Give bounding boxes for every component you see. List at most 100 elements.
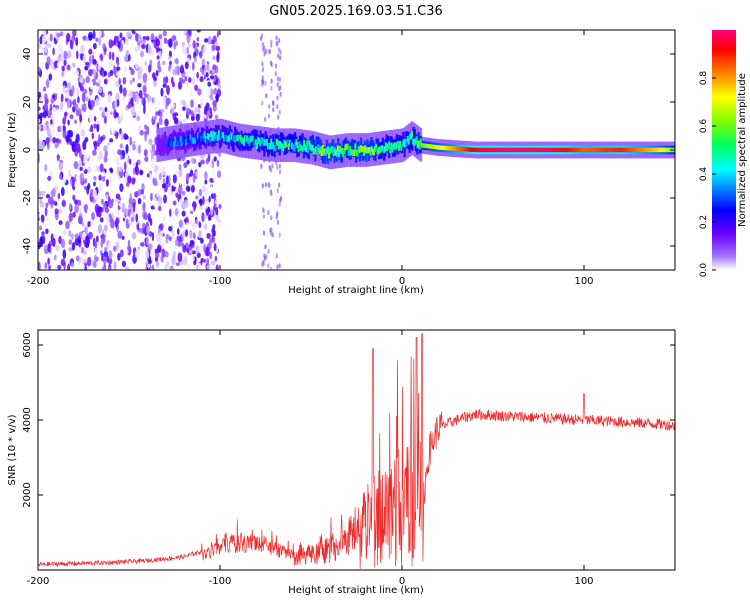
noise-blob	[57, 138, 62, 144]
noise-blob	[115, 217, 120, 225]
noise-blob	[267, 113, 271, 119]
ridge-core	[242, 139, 245, 146]
noise-blob	[215, 93, 219, 103]
noise-blob	[264, 116, 267, 122]
noise-blob	[137, 144, 141, 154]
ridge-core	[548, 147, 551, 153]
noise-blob	[121, 235, 125, 241]
ridge-core	[668, 147, 671, 153]
ridge-core	[248, 140, 251, 147]
noise-blob	[84, 250, 87, 256]
noise-blob	[155, 69, 159, 77]
noise-blob	[199, 198, 203, 207]
ridge-core	[351, 149, 353, 156]
noise-blob	[45, 137, 51, 144]
noise-blob	[148, 64, 152, 73]
noise-blob	[279, 49, 282, 55]
noise-blob	[172, 200, 177, 206]
noise-blob	[75, 133, 80, 144]
ridge-core	[474, 147, 477, 153]
noise-blob	[77, 199, 82, 207]
ridge-core	[626, 147, 629, 153]
ridge-core	[210, 131, 213, 138]
noise-blob	[194, 84, 199, 92]
ridge-core	[486, 147, 489, 153]
noise-blob	[119, 84, 123, 94]
ridge-core	[179, 135, 182, 142]
noise-blob	[261, 67, 264, 72]
y-tick-label: 40	[22, 48, 33, 61]
noise-blob	[45, 202, 49, 208]
noise-blob	[194, 55, 197, 63]
noise-blob	[206, 264, 211, 270]
ridge-core	[382, 147, 385, 154]
noise-blob	[119, 154, 123, 161]
noise-blob	[203, 109, 208, 115]
y-tick-label: 20	[22, 96, 33, 109]
noise-blob	[119, 32, 123, 39]
noise-blob	[213, 242, 217, 252]
ridge-core	[246, 135, 249, 142]
noise-blob	[182, 230, 186, 239]
ridge-core	[453, 146, 456, 151]
ridge-core	[491, 147, 494, 153]
noise-blob	[186, 222, 189, 231]
noise-blob	[171, 76, 174, 85]
ridge-core	[218, 134, 221, 141]
spectrogram-y-ticks: -40 -20 0 20 40	[22, 48, 675, 254]
ridge-core	[461, 147, 464, 152]
ridge-core	[355, 149, 358, 156]
ridge-core	[560, 147, 563, 153]
ridge-core	[464, 147, 467, 152]
noise-blob	[166, 98, 170, 107]
noise-blob	[278, 109, 281, 115]
noise-blob	[94, 241, 98, 248]
ridge-core	[408, 134, 411, 141]
noise-blob	[64, 111, 68, 117]
noise-blob	[168, 225, 173, 232]
noise-blob	[56, 61, 60, 69]
noise-blob	[98, 87, 103, 94]
noise-blob	[74, 233, 79, 239]
ridge-core	[287, 143, 290, 150]
noise-blob	[74, 199, 78, 205]
noise-blob	[61, 65, 65, 72]
ridge-core	[233, 135, 236, 142]
noise-blob	[66, 82, 71, 90]
noise-blob	[199, 50, 203, 59]
noise-blob	[102, 43, 106, 50]
ridge-core	[232, 134, 234, 141]
noise-blob	[38, 261, 41, 270]
noise-blob	[40, 214, 45, 223]
noise-blob	[103, 154, 108, 163]
noise-blob	[191, 61, 195, 71]
noise-blob	[88, 231, 93, 240]
noise-blob	[107, 257, 113, 265]
ridge-core	[269, 143, 272, 150]
noise-blob	[178, 219, 184, 229]
noise-blob	[132, 143, 136, 151]
ridge-core	[311, 144, 314, 151]
noise-blob	[90, 99, 95, 108]
noise-blob	[264, 80, 267, 86]
noise-blob	[199, 76, 204, 83]
noise-blob	[142, 195, 146, 200]
ridge-core	[550, 147, 553, 153]
noise-blob	[161, 166, 166, 176]
noise-blob	[215, 206, 219, 216]
ridge-core	[533, 147, 536, 153]
noise-blob	[208, 240, 212, 249]
noise-blob	[199, 159, 205, 165]
noise-blob	[212, 192, 217, 200]
noise-blob	[145, 35, 150, 41]
noise-blob	[121, 260, 127, 268]
noise-blob	[203, 258, 206, 264]
ridge-core	[657, 147, 660, 153]
noise-blob	[215, 264, 219, 270]
noise-blob	[156, 55, 160, 60]
noise-blob	[44, 262, 48, 270]
ridge-core	[525, 147, 528, 153]
noise-blob	[65, 91, 70, 99]
noise-blob	[276, 76, 279, 82]
noise-blob	[50, 130, 55, 136]
